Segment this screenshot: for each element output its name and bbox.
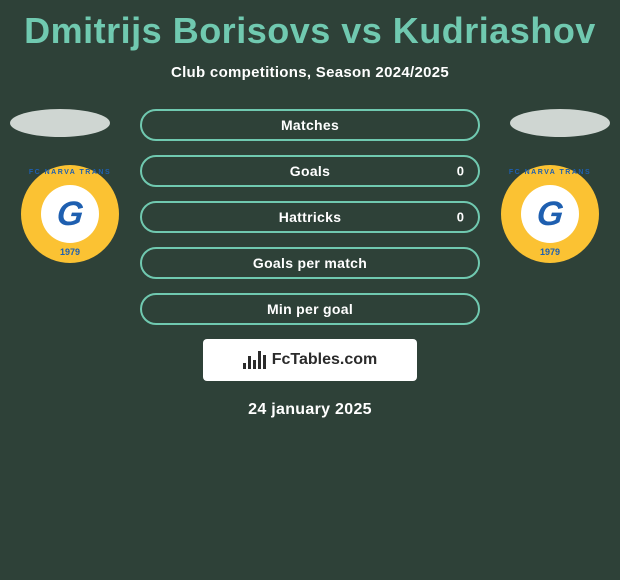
- date-label: 24 january 2025: [0, 401, 620, 419]
- club-inner-left: G: [41, 185, 99, 243]
- brand-badge: FcTables.com: [203, 339, 417, 381]
- stat-label: Hattricks: [279, 209, 342, 225]
- club-inner-right: G: [521, 185, 579, 243]
- comparison-content: FC NARVA TRANS G 1979 FC NARVA TRANS G 1…: [0, 109, 620, 419]
- player-slot-left: [10, 109, 110, 137]
- stat-row-min-per-goal: Min per goal: [140, 293, 480, 325]
- page-title: Dmitrijs Borisovs vs Kudriashov: [0, 0, 620, 52]
- stat-label: Matches: [281, 117, 339, 133]
- club-ring-text: FC NARVA TRANS: [21, 169, 119, 176]
- club-letter-right: G: [535, 195, 566, 234]
- club-ring-text: FC NARVA TRANS: [501, 169, 599, 176]
- stat-label: Goals per match: [253, 255, 367, 271]
- stat-value-right: 0: [457, 210, 464, 225]
- stat-row-matches: Matches: [140, 109, 480, 141]
- player-slot-right: [510, 109, 610, 137]
- brand-text: FcTables.com: [272, 351, 378, 369]
- stats-list: Matches Goals 0 Hattricks 0 Goals per ma…: [140, 109, 480, 325]
- subtitle: Club competitions, Season 2024/2025: [0, 64, 620, 81]
- bar-chart-icon: [243, 351, 266, 369]
- stat-label: Min per goal: [267, 301, 353, 317]
- stat-label: Goals: [290, 163, 330, 179]
- club-badge-left: FC NARVA TRANS G 1979: [21, 165, 119, 263]
- stat-row-goals: Goals 0: [140, 155, 480, 187]
- stat-row-hattricks: Hattricks 0: [140, 201, 480, 233]
- club-letter-left: G: [55, 195, 86, 234]
- club-year-left: 1979: [21, 247, 119, 257]
- club-year-right: 1979: [501, 247, 599, 257]
- club-badge-right: FC NARVA TRANS G 1979: [501, 165, 599, 263]
- stat-row-goals-per-match: Goals per match: [140, 247, 480, 279]
- stat-value-right: 0: [457, 164, 464, 179]
